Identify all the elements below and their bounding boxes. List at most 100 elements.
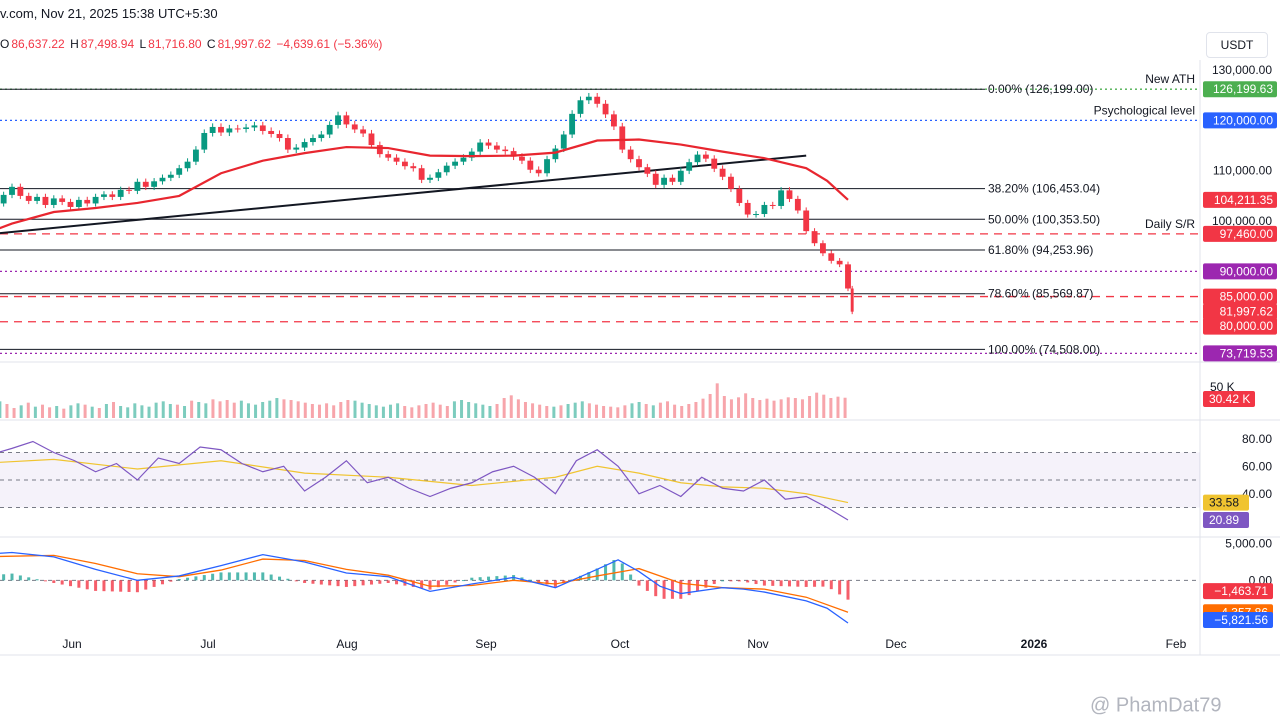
price-badge-bg [1203,345,1277,362]
hline-label-daily-sr: Daily S/R [1145,217,1195,231]
volume-bar [417,405,421,418]
macd-histogram-bar [696,580,700,592]
macd-histogram-bar [687,580,691,596]
volume-bar [289,400,293,418]
macd-histogram-bar [169,580,173,582]
volume-bar [112,402,116,418]
candle-body [318,134,325,139]
macd-histogram-bar [804,580,808,587]
candle-body [510,151,517,157]
volume-bar [758,400,762,418]
high-label: H [70,37,79,51]
price-badge-bg [1203,81,1277,98]
candle-body [126,189,132,191]
time-axis-label: Oct [611,637,630,651]
macd-histogram-bar [604,564,608,581]
candle-body [343,115,350,125]
candle-body [493,145,500,150]
volume-bar [722,396,726,418]
rsi-badge-bg [1203,512,1249,529]
volume-bar [729,399,733,418]
volume-bar [822,394,826,418]
candle-body [75,199,82,207]
macd-histogram-bar [487,576,491,581]
volume-bar [701,398,705,418]
volume-bar [218,401,222,418]
volume-bar [175,404,179,418]
volume-bar [403,406,407,418]
macd-histogram-bar [737,580,741,582]
price-axis-tick: 100,000.00 [1212,214,1272,228]
volume-bar [765,398,769,418]
macd-histogram-bar [729,580,733,582]
volume-bar [673,404,677,418]
time-axis-label: Jun [62,637,81,651]
close-label: C [206,37,216,51]
candle-body [226,128,233,133]
volume-bar [836,396,840,418]
volume-bar [623,405,627,418]
time-axis-label: Sep [475,637,497,651]
candle-body [794,198,801,211]
currency-button[interactable]: USDT [1206,32,1268,58]
price-badge: 81,997.62 [1203,303,1277,320]
volume-bar [843,397,847,418]
macd-histogram-bar [712,580,716,585]
volume-bar [566,404,570,418]
rsi-line [0,440,849,521]
macd-histogram-bar [645,580,649,591]
candle-body [560,134,567,149]
candle-body [284,138,291,150]
volume-bar [69,405,73,418]
candle-body [619,126,626,150]
price-badge: 90,000.00 [1203,263,1277,280]
volume-bar [275,398,279,418]
volume-bar [346,400,350,418]
macd-histogram-bar [495,576,499,581]
volume-bar [559,405,563,418]
volume-bar [225,400,229,418]
volume-bar [12,408,16,418]
candle-body [644,167,651,174]
price-badge: 126,199.63 [1203,81,1277,98]
macd-histogram-bar [662,580,666,599]
time-axis-label: Aug [336,637,357,651]
volume-bar [687,404,691,418]
macd-histogram-bar [846,580,850,600]
price-badge: 85,000.00 [1203,288,1277,305]
volume-bar [325,403,329,418]
candle-body [811,231,818,244]
volume-bar [602,406,606,418]
macd-histogram-bar [236,572,240,581]
volume-bar [744,393,748,418]
volume-bar [147,406,151,418]
volume-axis-tick: 50 K [1210,380,1235,394]
candle-body [243,127,250,129]
time-axis-label: Feb [1166,637,1187,651]
volume-bar [133,403,137,418]
candle-body [393,157,400,162]
volume-bar [282,399,286,418]
macd-histogram-bar [587,572,591,581]
macd-histogram-bar [219,572,223,581]
price-badge-bg [1203,303,1277,320]
macd-histogram-bar [787,580,791,587]
macd-histogram-bar [762,580,766,586]
candle-body [778,190,785,206]
macd-histogram-bar [269,574,273,581]
macd-axis-tick: 5,000.00 [1225,537,1272,551]
fib-label: 38.20% (106,453.04) [988,182,1100,196]
macd-histogram-bar [654,580,658,597]
high-value: 87,498.94 [80,37,135,51]
volume-bar [737,397,741,418]
macd-histogram-bar [152,580,156,587]
macd-histogram-bar [127,580,131,592]
candle-body [502,149,509,152]
macd-histogram-bar [160,580,164,585]
rsi-ma-badge-bg [1203,494,1249,511]
volume-bar [509,395,513,418]
macd-histogram-bar [77,580,81,588]
candle-body [711,158,718,169]
ohlc-legend: O 86,637.22 H 87,498.94 L 81,716.80 C 81,997… [0,37,384,51]
